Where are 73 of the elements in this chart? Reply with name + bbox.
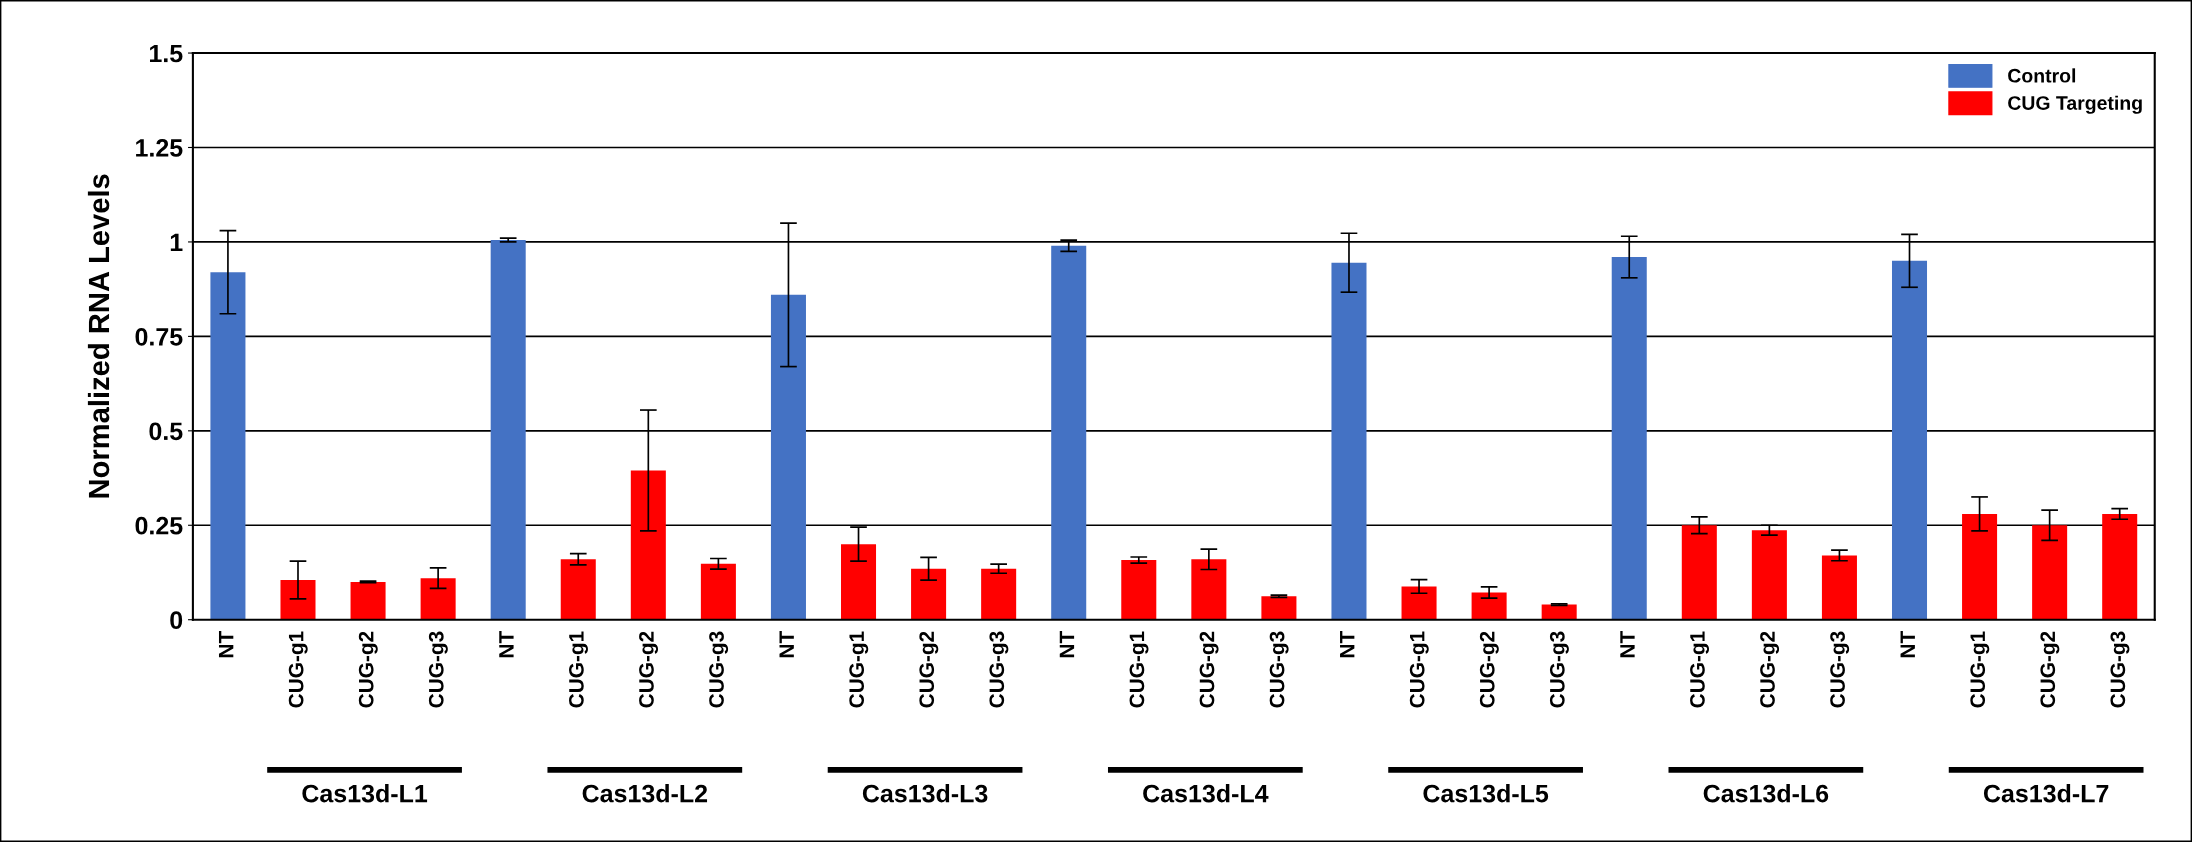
bar	[420, 578, 456, 620]
x-tick-label: CUG-g1	[1970, 631, 1990, 708]
bar	[1191, 559, 1227, 620]
bar	[1891, 260, 1928, 620]
text: Cas13d-L6	[1703, 784, 1829, 803]
bar	[1962, 513, 1998, 620]
y-tick-label: 1.5	[150, 44, 183, 63]
x-tick-label: CUG-g3	[709, 631, 729, 708]
y-tick-label: 0.75	[135, 327, 183, 346]
bar	[350, 581, 386, 620]
x-tick-label: CUG-g1	[288, 631, 308, 708]
legend-label: CUG Targeting	[2008, 95, 2142, 114]
bar	[1681, 525, 1717, 620]
x-tick-label: NT	[1340, 631, 1355, 658]
x-tick-label: CUG-g1	[569, 631, 588, 708]
bar	[1331, 262, 1367, 620]
x-tick-label: CUG-g2	[1199, 631, 1219, 708]
text: Cas13d-L4	[1143, 784, 1269, 803]
text: Cas13d-L1	[302, 784, 428, 803]
x-tick-label: CUG-g2	[919, 631, 939, 708]
bar	[1821, 555, 1857, 620]
x-tick-label: NT	[1900, 631, 1915, 658]
y-axis-title: Normalized RNA Levels	[87, 174, 110, 498]
bar	[700, 563, 736, 620]
y-tick-label: 0.5	[149, 422, 183, 441]
bar	[841, 544, 877, 620]
text: Cas13d-L2	[582, 784, 708, 803]
bar	[2032, 525, 2068, 620]
bar	[490, 240, 526, 620]
bar	[2102, 513, 2138, 620]
x-tick-label: CUG-g1	[1129, 631, 1149, 708]
x-tick-label: CUG-g1	[849, 631, 869, 708]
x-tick-label: CUG-g3	[1549, 631, 1569, 708]
y-tick-label: 1	[170, 233, 183, 251]
legend-label: Control	[2008, 68, 2076, 83]
bar	[560, 559, 596, 620]
x-tick-label: CUG-g3	[2110, 631, 2130, 708]
x-tick-label: CUG-g2	[2040, 631, 2060, 708]
bar	[630, 470, 666, 620]
bar	[1261, 596, 1297, 620]
x-tick-label: NT	[218, 631, 234, 658]
x-tick-label: CUG-g1	[1690, 631, 1710, 708]
x-tick-label: CUG-g2	[1760, 631, 1780, 708]
bar	[911, 568, 947, 620]
text: Cas13d-L3	[862, 784, 988, 803]
x-tick-label: CUG-g3	[428, 631, 448, 708]
bar	[770, 294, 806, 620]
y-tick-label: 0.25	[135, 516, 183, 535]
bar	[1611, 257, 1647, 620]
bar	[210, 272, 246, 620]
x-tick-label: CUG-g1	[1409, 631, 1429, 708]
bar	[1541, 604, 1577, 620]
bar	[1401, 586, 1437, 620]
text: Cas13d-L5	[1423, 784, 1549, 803]
bar	[981, 568, 1017, 620]
x-tick-label: NT	[499, 631, 514, 658]
x-tick-label: CUG-g3	[1269, 631, 1289, 708]
text: Cas13d-L7	[1983, 784, 2109, 803]
x-tick-label: CUG-g2	[1479, 631, 1499, 708]
bar	[1121, 560, 1157, 620]
x-tick-label: CUG-g3	[1830, 631, 1850, 708]
y-tick-label: 0	[170, 611, 183, 630]
x-tick-label: CUG-g2	[358, 631, 378, 708]
x-tick-label: CUG-g2	[639, 631, 659, 708]
x-tick-label: NT	[1620, 631, 1635, 658]
bar	[280, 580, 316, 620]
x-tick-label: NT	[779, 631, 794, 658]
bar	[1751, 530, 1787, 620]
x-tick-label: CUG-g3	[989, 631, 1009, 708]
x-tick-label: NT	[1059, 631, 1075, 658]
bar	[1051, 245, 1087, 620]
bar	[1471, 592, 1507, 620]
y-tick-label: 1.25	[136, 139, 183, 157]
